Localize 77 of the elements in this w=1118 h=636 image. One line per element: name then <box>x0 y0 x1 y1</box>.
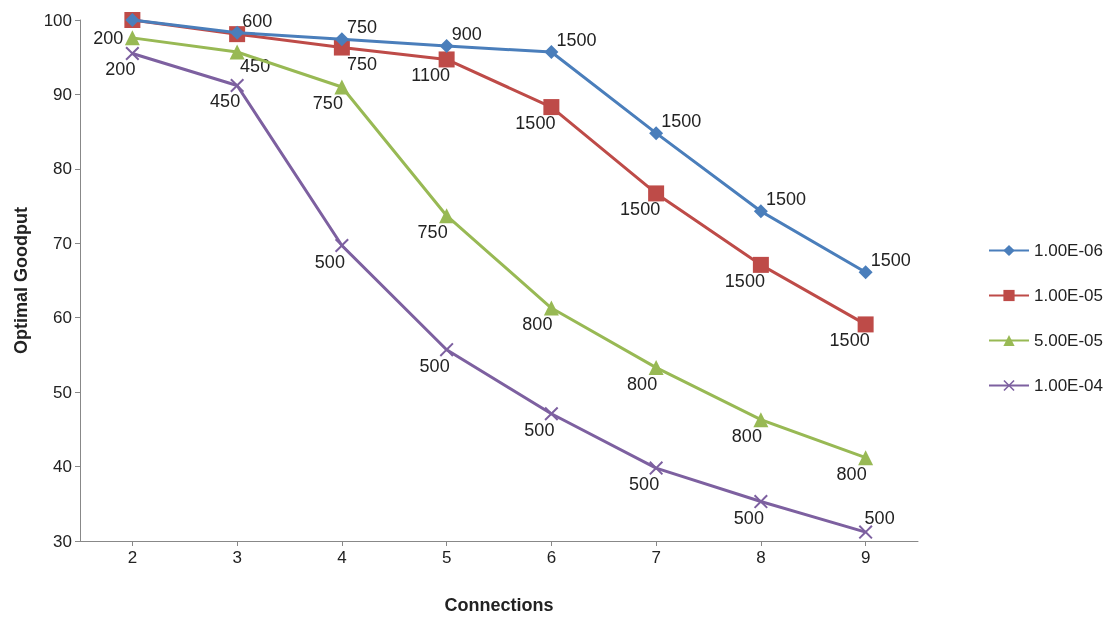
annotation: 500 <box>314 251 345 272</box>
annotation: 750 <box>346 17 377 38</box>
point <box>753 412 769 428</box>
x-tick-label: 9 <box>860 548 871 567</box>
point <box>543 300 559 316</box>
point <box>439 208 455 224</box>
x-tick-label: 6 <box>546 548 557 567</box>
point <box>648 185 665 202</box>
annotation: 750 <box>346 53 377 74</box>
x-axis-title: Connections <box>444 595 554 615</box>
annotation: 800 <box>522 314 553 335</box>
point <box>858 265 873 280</box>
annotation: 500 <box>524 419 555 440</box>
point <box>230 78 245 93</box>
y-tick-label: 50 <box>53 382 72 402</box>
annotation: 900 <box>451 24 482 45</box>
point <box>124 30 140 46</box>
point <box>125 46 140 61</box>
annotation: 450 <box>210 91 241 112</box>
point <box>438 51 455 68</box>
annotation: 1500 <box>724 270 765 291</box>
legend-label: 1.00E-05 <box>1034 286 1103 305</box>
point <box>753 494 768 509</box>
annotation: 1500 <box>661 111 702 132</box>
annotation: 200 <box>105 59 136 80</box>
annotation: 600 <box>242 10 273 31</box>
annotation: 1500 <box>620 199 661 220</box>
point <box>649 461 664 476</box>
legend-label: 1.00E-04 <box>1034 376 1103 395</box>
point <box>857 316 874 333</box>
x-tick-label: 8 <box>756 548 766 567</box>
legend-label: 5.00E-05 <box>1034 331 1103 350</box>
point <box>649 126 664 141</box>
annotation: 500 <box>419 355 450 376</box>
point <box>544 45 559 59</box>
point <box>648 360 664 376</box>
annotation: 1500 <box>515 113 556 134</box>
point <box>858 450 874 466</box>
annotation: 800 <box>731 425 762 446</box>
y-tick-label: 80 <box>53 159 72 179</box>
annotation: 500 <box>629 474 660 495</box>
y-tick-label: 70 <box>53 233 72 253</box>
legend-label: 1.00E-06 <box>1034 241 1103 260</box>
annotation: 200 <box>93 27 124 48</box>
annotation: 500 <box>864 508 895 529</box>
y-tick-label: 60 <box>53 308 72 328</box>
x-tick-label: 7 <box>651 548 661 567</box>
point <box>334 238 349 253</box>
x-tick-label: 2 <box>127 548 138 567</box>
x-tick-label: 4 <box>337 548 347 567</box>
annotation: 1500 <box>765 189 806 210</box>
y-tick-label: 30 <box>53 531 72 551</box>
x-tick-label: 3 <box>232 548 242 567</box>
point <box>229 44 245 60</box>
point <box>858 525 873 540</box>
point <box>334 79 350 95</box>
annotation: 800 <box>836 463 867 484</box>
point <box>334 32 349 47</box>
annotation: 500 <box>733 507 764 528</box>
x-tick-label: 5 <box>441 548 452 567</box>
point <box>752 256 769 273</box>
point <box>544 406 559 421</box>
annotation: 1500 <box>829 330 870 351</box>
annotation: 1500 <box>556 30 597 50</box>
y-tick-label: 40 <box>53 457 72 477</box>
annotation: 1500 <box>870 250 911 271</box>
annotation: 1100 <box>411 65 450 86</box>
y-tick-label: 100 <box>43 10 72 30</box>
y-tick-label: 90 <box>53 84 72 104</box>
point <box>439 39 454 54</box>
point <box>543 99 560 116</box>
point <box>439 342 454 357</box>
annotation: 800 <box>627 373 658 394</box>
annotation: 750 <box>417 221 448 242</box>
point <box>753 204 768 219</box>
y-axis-title: Optimal Goodput <box>11 207 31 354</box>
annotation: 750 <box>312 92 343 113</box>
